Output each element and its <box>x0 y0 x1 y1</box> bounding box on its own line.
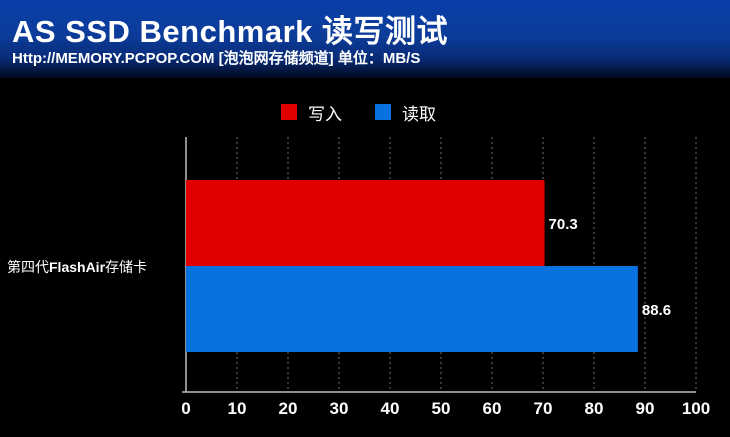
x-tick-label: 0 <box>181 399 190 418</box>
chart-subtitle: Http://MEMORY.PCPOP.COM [泡泡网存储频道] 单位：MB/… <box>12 50 421 67</box>
legend-item-read: 读取 <box>375 101 436 124</box>
legend-swatch-write <box>281 104 297 120</box>
legend-label-write: 写入 <box>308 104 342 124</box>
x-tick-label: 20 <box>279 399 298 418</box>
x-tick-label: 30 <box>330 399 349 418</box>
category-label: 第四代FlashAir存储卡 <box>7 257 147 277</box>
value-label-read: 88.6 <box>642 302 671 319</box>
legend-item-write: 写入 <box>281 101 342 124</box>
x-tick-label: 80 <box>585 399 604 418</box>
x-tick-label: 60 <box>483 399 502 418</box>
bar-write <box>186 180 545 266</box>
x-tick-label: 50 <box>432 399 451 418</box>
value-label-write: 70.3 <box>549 216 578 233</box>
header-banner: AS SSD Benchmark 读写测试 Http://MEMORY.PCPO… <box>0 0 730 78</box>
legend-label-read: 读取 <box>402 104 436 124</box>
x-tick-label: 10 <box>228 399 247 418</box>
category-label-suffix: 存储卡 <box>105 259 148 275</box>
x-tick-label: 100 <box>682 399 710 418</box>
legend-swatch-read <box>375 104 391 120</box>
x-tick-label: 90 <box>636 399 655 418</box>
category-label-prefix: 第四代 <box>7 259 49 275</box>
bar-read <box>186 266 638 352</box>
legend: 写入 读取 <box>0 101 730 124</box>
category-label-brand: FlashAir <box>49 259 106 275</box>
x-tick-label: 70 <box>534 399 553 418</box>
chart-title: AS SSD Benchmark 读写测试 <box>12 14 448 49</box>
x-tick-label: 40 <box>381 399 400 418</box>
